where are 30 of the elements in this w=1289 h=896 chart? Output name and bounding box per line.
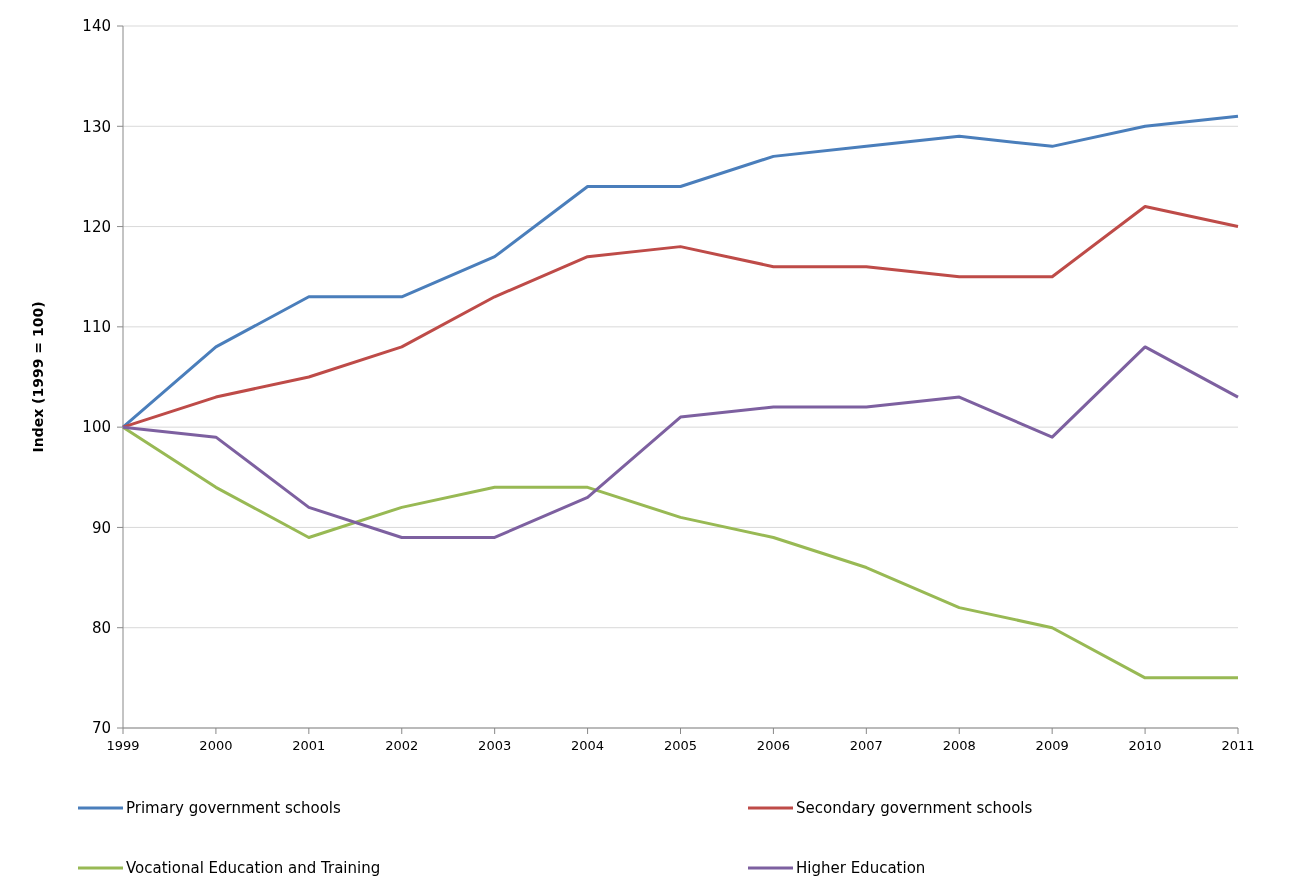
y-tick-label: 120 <box>82 217 111 236</box>
y-tick-label: 70 <box>91 719 111 738</box>
x-tick-label: 2010 <box>1128 738 1162 753</box>
x-tick-label: 2003 <box>478 738 512 753</box>
legend-label: Higher Education <box>796 859 926 878</box>
x-tick-label: 2004 <box>571 738 605 753</box>
x-tick-label: 2006 <box>756 738 790 753</box>
line-series <box>121 345 1240 539</box>
y-tick-label: 140 <box>82 17 111 36</box>
legend-label: Secondary government schools <box>796 799 1033 818</box>
y-tick-label: 90 <box>91 518 111 537</box>
line-series <box>121 114 1240 429</box>
x-tick-label: 2002 <box>385 738 419 753</box>
x-tick-label: 1999 <box>106 738 140 753</box>
x-tick-label: 2008 <box>942 738 976 753</box>
line-series <box>121 205 1240 429</box>
legend-label: Primary government schools <box>126 799 342 818</box>
y-tick-label: 110 <box>82 318 111 337</box>
x-tick-label: 2009 <box>1035 738 1069 753</box>
legend-label: Vocational Education and Training <box>126 859 381 878</box>
y-axis-title: Index (1999 = 100) <box>30 301 46 453</box>
y-tick-label: 130 <box>82 117 111 136</box>
line-series <box>121 425 1240 680</box>
x-tick-label: 2001 <box>292 738 326 753</box>
y-tick-label: 100 <box>82 418 111 437</box>
x-tick-label: 2011 <box>1221 738 1255 753</box>
x-tick-label: 2007 <box>849 738 883 753</box>
x-tick-label: 2000 <box>199 738 233 753</box>
x-tick-label: 2005 <box>663 738 698 753</box>
y-tick-label: 80 <box>91 618 111 637</box>
